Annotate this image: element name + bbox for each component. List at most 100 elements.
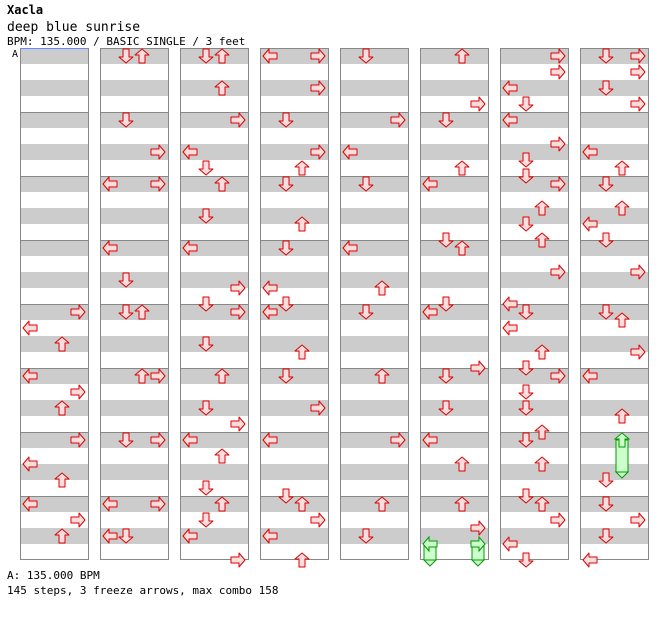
step-arrow-right [70, 512, 86, 528]
beat-band [180, 48, 249, 64]
beat-band [420, 176, 489, 192]
step-arrow-up [454, 160, 470, 176]
step-arrow-right [630, 512, 646, 528]
beat-band [260, 368, 329, 384]
beat-band [20, 80, 89, 96]
step-arrow-left [262, 48, 278, 64]
step-arrow-up [54, 528, 70, 544]
beat-band [180, 496, 249, 512]
section-marker-label: A [12, 49, 18, 60]
chart-column [580, 48, 649, 560]
step-arrow-left [262, 432, 278, 448]
step-arrow-right [550, 64, 566, 80]
beat-band [340, 112, 409, 128]
step-arrow-down [518, 152, 534, 168]
beat-band [180, 368, 249, 384]
step-arrow-down [278, 488, 294, 504]
step-arrow-left [502, 320, 518, 336]
beat-band [420, 496, 489, 512]
beat-band [340, 208, 409, 224]
beat-band [20, 144, 89, 160]
step-arrow-down [438, 368, 454, 384]
beat-band [180, 528, 249, 544]
step-arrow-up [614, 160, 630, 176]
step-arrow-down [438, 112, 454, 128]
step-arrow-up [534, 344, 550, 360]
step-arrow-up [294, 496, 310, 512]
beat-band [500, 304, 569, 320]
step-arrow-down [118, 528, 134, 544]
beat-band [180, 400, 249, 416]
step-arrow-left [22, 496, 38, 512]
beat-band [20, 112, 89, 128]
step-arrow-left [502, 296, 518, 312]
beat-band [180, 80, 249, 96]
beat-band [340, 176, 409, 192]
bpm-summary: A: 135.000 BPM [7, 569, 100, 582]
beat-band [340, 80, 409, 96]
beat-band [420, 48, 489, 64]
step-arrow-down [198, 480, 214, 496]
step-arrow-up [134, 304, 150, 320]
step-arrow-left [342, 144, 358, 160]
step-arrow-right [310, 80, 326, 96]
step-arrow-left [582, 368, 598, 384]
freeze-head-arrow [470, 535, 486, 553]
beat-band [580, 208, 649, 224]
beat-band [500, 144, 569, 160]
step-arrow-up [534, 232, 550, 248]
step-arrow-down [438, 296, 454, 312]
beat-band [340, 240, 409, 256]
beat-band [420, 336, 489, 352]
beat-band [580, 80, 649, 96]
step-arrow-right [630, 344, 646, 360]
step-arrow-left [182, 240, 198, 256]
beat-band [420, 304, 489, 320]
step-arrow-up [294, 160, 310, 176]
step-arrow-down [118, 304, 134, 320]
step-stats: 145 steps, 3 freeze arrows, max combo 15… [7, 584, 279, 597]
step-arrow-up [614, 200, 630, 216]
step-arrow-down [598, 48, 614, 64]
step-arrow-left [182, 432, 198, 448]
step-arrow-right [230, 280, 246, 296]
step-arrow-down [358, 176, 374, 192]
step-arrow-right [310, 144, 326, 160]
step-arrow-down [118, 272, 134, 288]
step-arrow-up [534, 496, 550, 512]
beat-band [260, 304, 329, 320]
chart-column [420, 48, 489, 560]
step-arrow-right [390, 112, 406, 128]
beat-band [20, 400, 89, 416]
beat-band [500, 176, 569, 192]
step-arrow-down [518, 384, 534, 400]
step-arrow-down [198, 400, 214, 416]
beat-band [420, 80, 489, 96]
step-arrow-left [342, 240, 358, 256]
beat-band [100, 400, 169, 416]
step-arrow-down [438, 400, 454, 416]
step-arrow-up [214, 48, 230, 64]
step-arrow-left [582, 144, 598, 160]
column-border [100, 48, 169, 560]
step-arrow-down [438, 232, 454, 248]
step-arrow-up [614, 312, 630, 328]
beat-band [340, 336, 409, 352]
step-arrow-down [598, 528, 614, 544]
freeze-head-arrow [613, 432, 631, 448]
step-arrow-up [454, 496, 470, 512]
step-arrow-right [150, 432, 166, 448]
step-arrow-down [358, 304, 374, 320]
beat-band [180, 272, 249, 288]
beat-band [260, 336, 329, 352]
beat-band [420, 240, 489, 256]
step-arrow-down [598, 176, 614, 192]
beat-band [100, 496, 169, 512]
chart-column [260, 48, 329, 560]
beat-band [260, 208, 329, 224]
step-arrow-up [454, 240, 470, 256]
step-arrow-right [150, 144, 166, 160]
step-arrow-down [598, 472, 614, 488]
beat-band [100, 80, 169, 96]
step-arrow-right [550, 136, 566, 152]
